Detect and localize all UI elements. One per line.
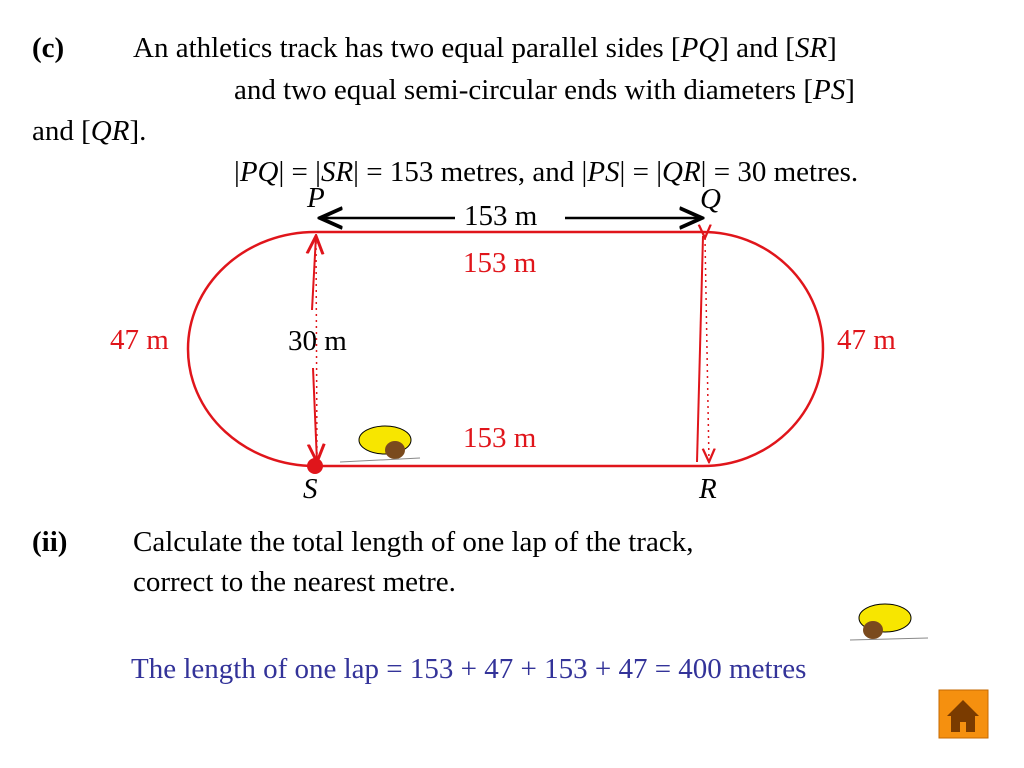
text: ] and [ xyxy=(719,32,795,64)
text: | = 153 metres, and | xyxy=(353,156,588,188)
line xyxy=(696,235,704,463)
question-line: An athletics track has two equal paralle… xyxy=(133,34,837,63)
point-label: P xyxy=(307,182,325,214)
length-label: 153 m xyxy=(464,200,538,232)
length-label: 47 m xyxy=(837,324,896,356)
text: | = 30 metres. xyxy=(700,156,859,188)
text: An athletics track has two equal paralle… xyxy=(133,32,681,64)
arrow xyxy=(312,236,316,311)
text: SR xyxy=(320,156,354,188)
text: SR xyxy=(794,32,828,64)
text: PQ xyxy=(680,32,720,64)
cartoon-mouse xyxy=(849,603,929,641)
text: PS xyxy=(813,74,846,106)
text: QR xyxy=(662,156,701,188)
part-text: correct to the nearest metre. xyxy=(133,566,456,598)
text: and two equal semi-circular ends with di… xyxy=(234,74,813,106)
point-label: R xyxy=(699,473,717,505)
start-point xyxy=(307,458,323,474)
text: QR xyxy=(90,115,130,147)
home-button[interactable] xyxy=(938,689,989,739)
text: | xyxy=(234,156,240,188)
question-line: and two equal semi-circular ends with di… xyxy=(234,76,855,105)
text: ] xyxy=(827,32,837,64)
text: PS xyxy=(587,156,620,188)
length-label: 153 m xyxy=(463,422,537,454)
question-line: |PQ| = |SR| = 153 metres, and |PS| = |QR… xyxy=(234,158,858,187)
part-text: Calculate the total length of one lap of… xyxy=(133,526,694,558)
track xyxy=(186,230,825,468)
answer: The length of one lap = 153 + 47 + 153 +… xyxy=(131,653,807,685)
dotted-arrow xyxy=(705,238,709,462)
cartoon-mouse xyxy=(339,425,421,463)
point-label: Q xyxy=(700,183,721,215)
question-label: (c) xyxy=(32,32,65,64)
point-label: S xyxy=(303,473,318,505)
text: and [ xyxy=(32,115,91,147)
part-label: (ii) xyxy=(32,526,68,558)
text: ] xyxy=(845,74,855,106)
length-label: 153 m xyxy=(463,247,537,279)
text: PQ xyxy=(239,156,279,188)
dotted-line xyxy=(315,235,318,463)
text: | = | xyxy=(619,156,662,188)
text: ]. xyxy=(129,115,147,147)
question-line: and [QR]. xyxy=(32,117,146,146)
text: | = | xyxy=(278,156,321,188)
length-label: 30 m xyxy=(288,325,347,357)
length-label: 47 m xyxy=(110,324,169,356)
